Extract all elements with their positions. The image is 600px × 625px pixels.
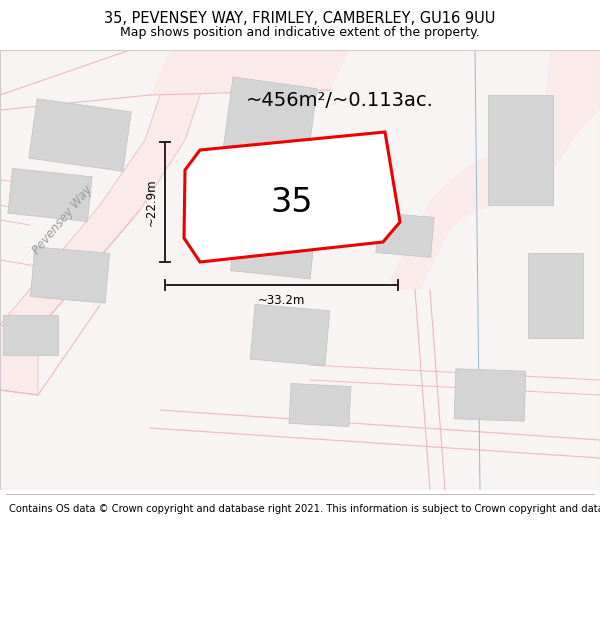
Text: 35: 35 bbox=[271, 186, 313, 219]
Text: 35, PEVENSEY WAY, FRIMLEY, CAMBERLEY, GU16 9UU: 35, PEVENSEY WAY, FRIMLEY, CAMBERLEY, GU… bbox=[104, 11, 496, 26]
Polygon shape bbox=[2, 315, 58, 355]
Polygon shape bbox=[31, 247, 110, 303]
Text: ~22.9m: ~22.9m bbox=[145, 178, 157, 226]
Polygon shape bbox=[527, 253, 583, 338]
Polygon shape bbox=[184, 132, 400, 262]
Polygon shape bbox=[230, 181, 319, 279]
Text: Contains OS data © Crown copyright and database right 2021. This information is : Contains OS data © Crown copyright and d… bbox=[9, 504, 600, 514]
Polygon shape bbox=[29, 99, 131, 171]
Text: Pevensey Way: Pevensey Way bbox=[29, 183, 94, 257]
Text: Map shows position and indicative extent of the property.: Map shows position and indicative extent… bbox=[120, 26, 480, 39]
Polygon shape bbox=[289, 384, 351, 426]
Polygon shape bbox=[487, 95, 553, 205]
Polygon shape bbox=[376, 213, 434, 258]
Polygon shape bbox=[8, 169, 92, 221]
Polygon shape bbox=[150, 50, 350, 95]
Polygon shape bbox=[454, 369, 526, 421]
Polygon shape bbox=[250, 304, 330, 366]
Text: ~33.2m: ~33.2m bbox=[258, 294, 305, 308]
Text: ~456m²/~0.113ac.: ~456m²/~0.113ac. bbox=[246, 91, 434, 109]
Polygon shape bbox=[223, 77, 317, 163]
Polygon shape bbox=[0, 50, 215, 395]
Polygon shape bbox=[350, 50, 600, 290]
